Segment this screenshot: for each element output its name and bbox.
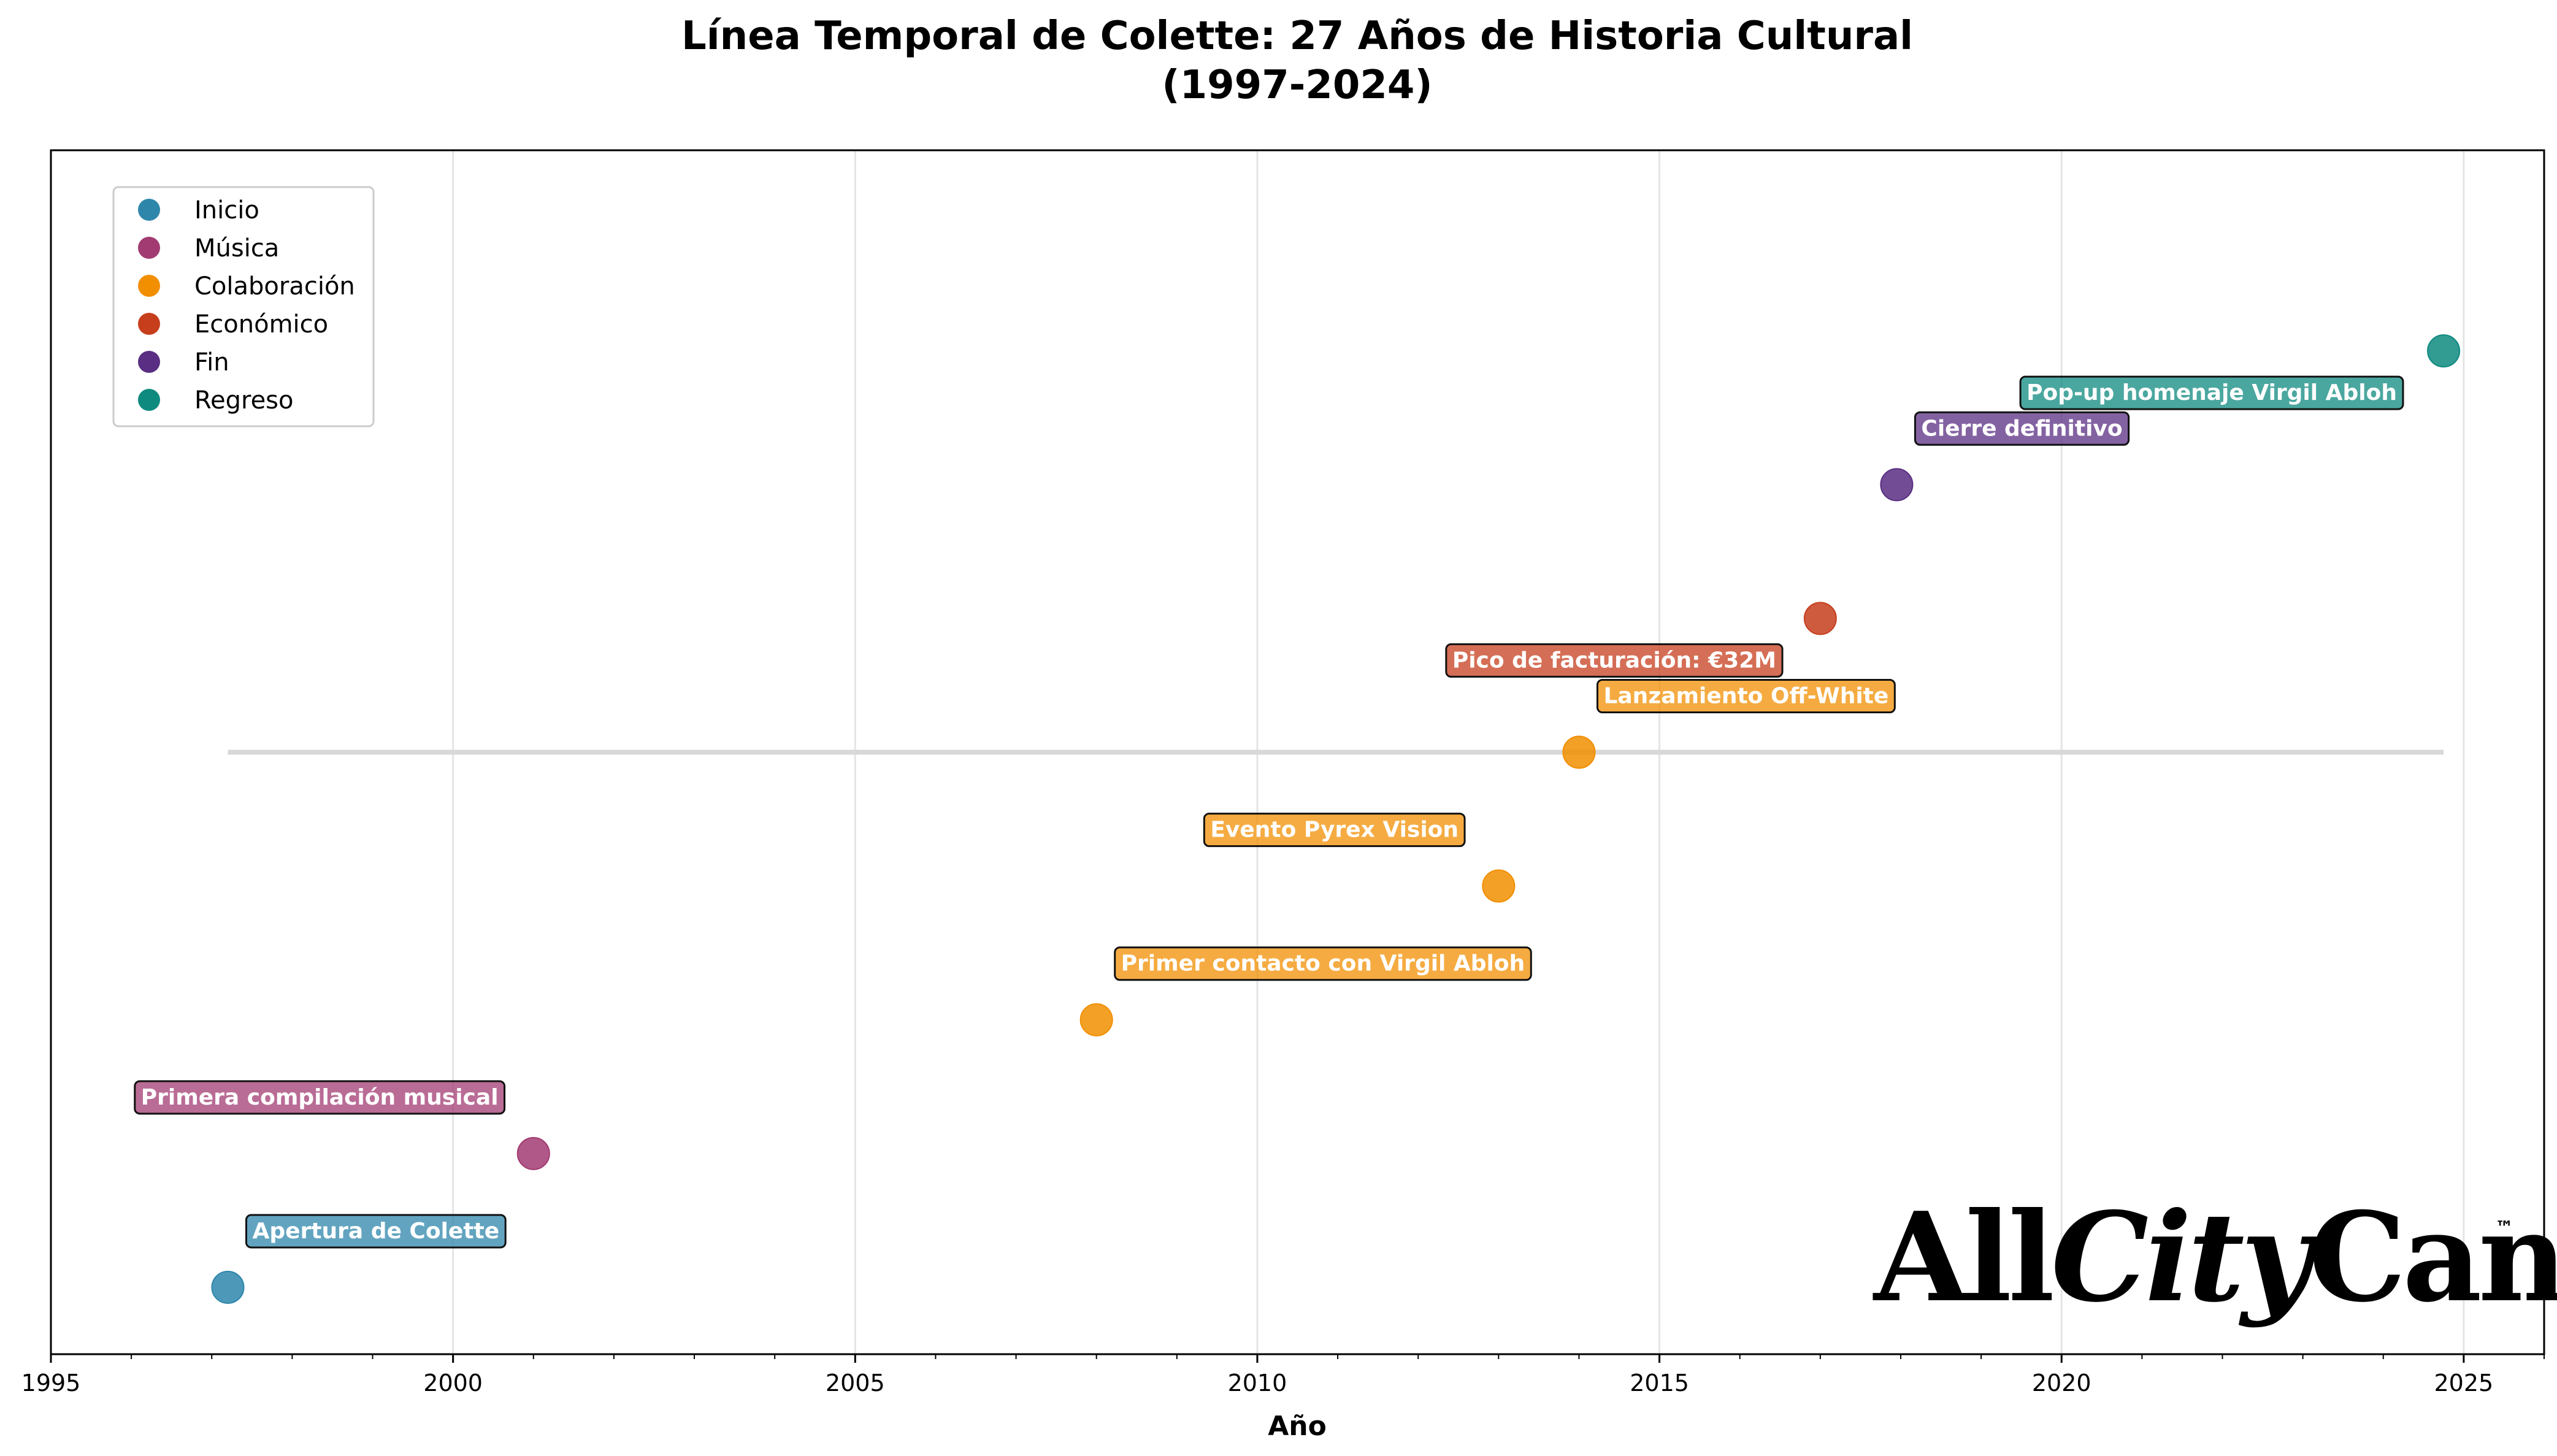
legend-marker: [138, 351, 160, 373]
annotation-box: [1203, 813, 1466, 848]
x-axis-label: Año: [1268, 1411, 1327, 1442]
plot-frame: [50, 149, 2545, 1355]
event-annotation: Primer contacto con Virgil Abloh: [1114, 946, 1532, 981]
legend-label: Fin: [194, 348, 229, 377]
event-points: [211, 334, 2461, 1304]
annotation-label: Primera compilación musical: [141, 1085, 499, 1110]
watermark-tm: ™: [2495, 1217, 2513, 1239]
legend-label: Inicio: [194, 196, 259, 224]
x-tick-label: 2025: [2434, 1370, 2494, 1397]
legend-label: Música: [194, 234, 279, 262]
annotation-box: [245, 1214, 507, 1249]
event-annotation: Lanzamiento Off-White: [1596, 679, 1896, 713]
annotation-box: [1445, 643, 1784, 678]
legend-label: Colaboración: [194, 272, 355, 301]
annotation-label: Lanzamiento Off-White: [1603, 684, 1888, 709]
event-point: [516, 1136, 550, 1170]
annotation-box: [134, 1080, 506, 1115]
event-annotation: Pop-up homenaje Virgil Abloh: [2019, 375, 2404, 410]
annotation-label: Primer contacto con Virgil Abloh: [1121, 951, 1525, 976]
event-annotation: Evento Pyrex Vision: [1203, 813, 1466, 848]
watermark-part-1: All: [1873, 1186, 2052, 1330]
event-point: [1880, 468, 1914, 502]
x-tick-label: 2015: [1630, 1370, 1689, 1397]
event-point: [1482, 869, 1516, 903]
annotation-label: Apertura de Colette: [252, 1219, 499, 1244]
event-point: [1803, 602, 1837, 635]
x-tick-label: 2000: [423, 1370, 483, 1397]
annotation-label: Cierre definitivo: [1921, 416, 2122, 441]
watermark-part-2: City: [2051, 1186, 2320, 1330]
event-annotation: Cierre definitivo: [1914, 411, 2130, 446]
legend-marker: [138, 199, 160, 221]
x-tick-label: 2010: [1228, 1370, 1287, 1397]
annotation-label: Pop-up homenaje Virgil Abloh: [2026, 380, 2397, 405]
event-annotation: Primera compilación musical: [134, 1080, 506, 1115]
chart-title-line-2: (1997-2024): [1162, 63, 1432, 108]
x-tick-label: 2005: [826, 1370, 885, 1397]
annotation-box: [1914, 411, 2130, 446]
x-axis-ticks: 1995 2000 2005 2010 2015 2020 2025: [21, 1354, 2545, 1397]
legend-marker: [138, 275, 160, 297]
svg-text:AllCityCanvas: AllCityCanvas: [1873, 1186, 2557, 1330]
legend-label: Regreso: [194, 386, 293, 415]
event-point: [1079, 1003, 1113, 1036]
x-tick-label: 2020: [2032, 1370, 2091, 1397]
event-annotation: Pico de facturación: €32M: [1445, 643, 1784, 678]
legend-marker: [138, 313, 160, 335]
legend-box: [112, 186, 375, 427]
event-point: [1562, 735, 1596, 769]
legend: Inicio Música Colaboración Económico Fin Regr…: [112, 186, 375, 427]
chart-title-line-1: Línea Temporal de Colette: 27 Años de Hi…: [681, 13, 1913, 59]
event-annotation: Apertura de Colette: [245, 1214, 507, 1249]
annotation-box: [1114, 946, 1532, 981]
x-tick-label: 1995: [21, 1370, 81, 1397]
watermark-part-3: Canvas: [2309, 1186, 2557, 1330]
event-point: [2427, 334, 2461, 368]
event-annotations: Apertura de Colette Primera compilación m…: [134, 375, 2404, 1249]
annotation-box: [1596, 679, 1896, 713]
annotation-box: [2019, 375, 2404, 410]
event-point: [211, 1270, 245, 1304]
watermark-logo: AllCityCanvas ™: [1873, 1186, 2557, 1330]
legend-marker: [138, 389, 160, 411]
legend-label: Económico: [194, 310, 328, 339]
annotation-label: Evento Pyrex Vision: [1210, 818, 1459, 843]
legend-marker: [138, 237, 160, 259]
annotation-label: Pico de facturación: €32M: [1452, 648, 1776, 673]
